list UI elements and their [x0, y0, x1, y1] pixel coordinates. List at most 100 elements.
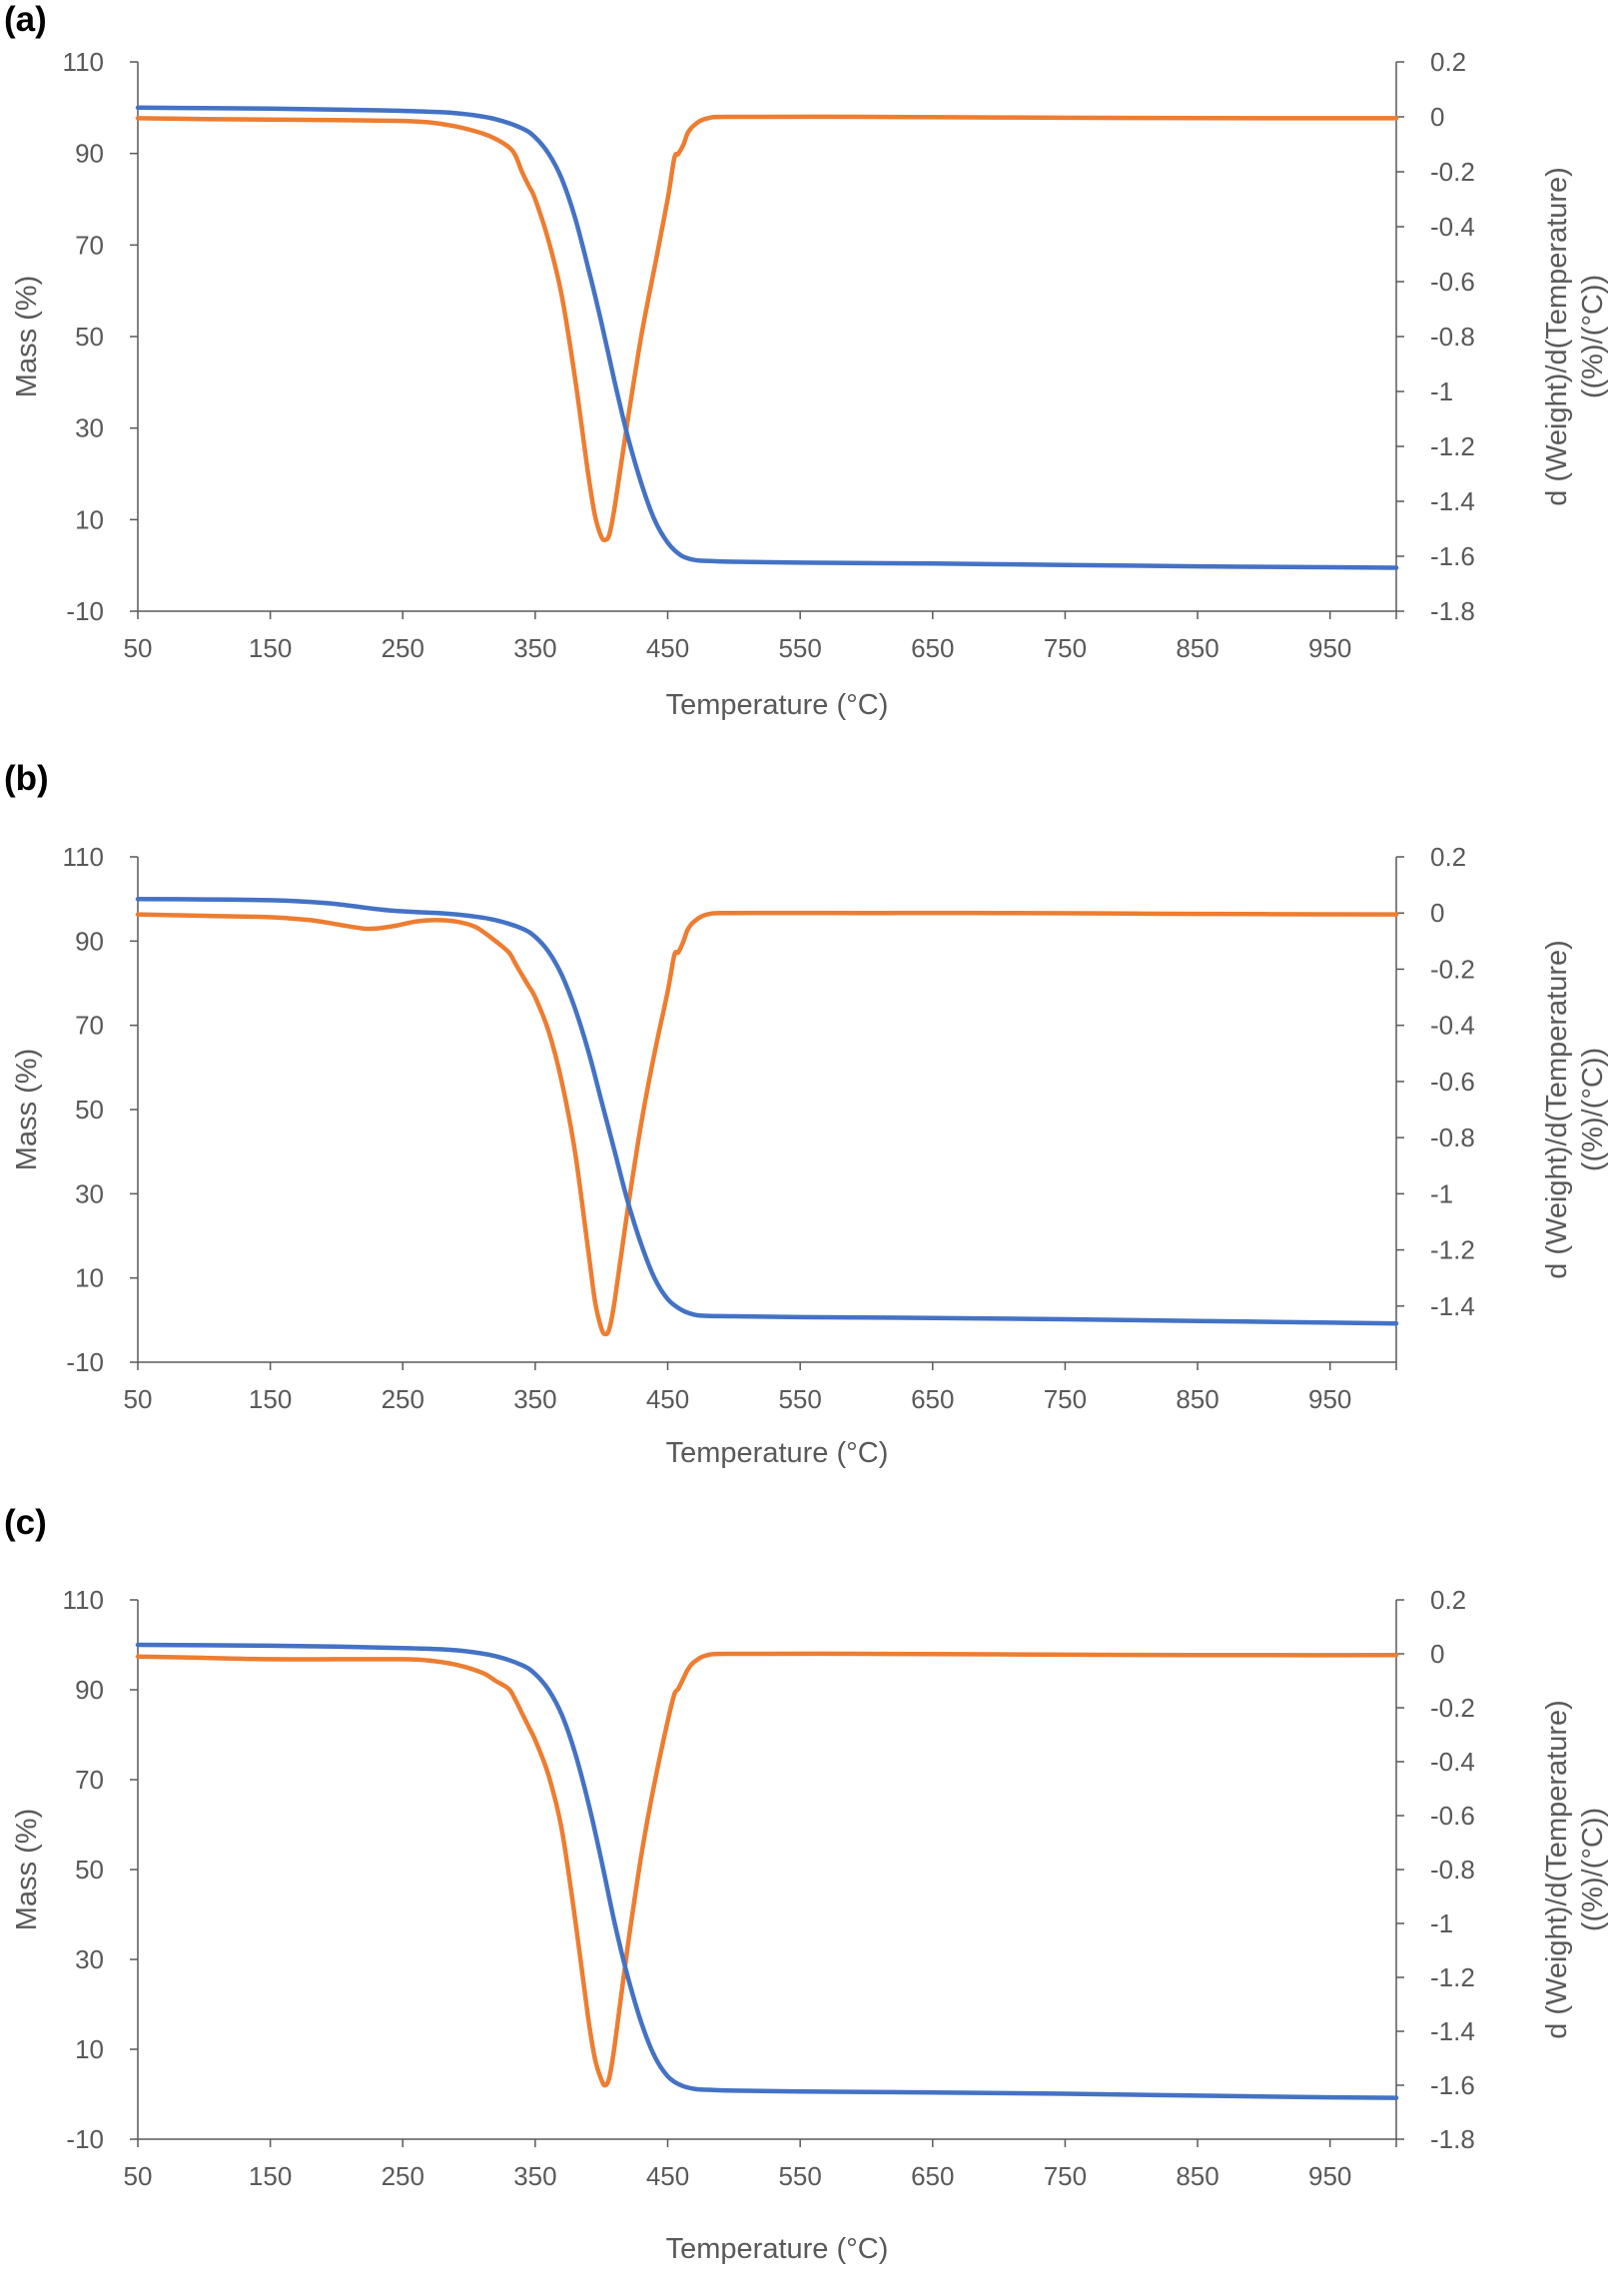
x-tick-label: 850: [1176, 1384, 1218, 1414]
y-axis-title: Mass (%): [11, 1809, 43, 1930]
y-tick-label: 110: [63, 47, 104, 77]
x-tick-label: 950: [1308, 1384, 1351, 1414]
y-axis-title: Mass (%): [11, 1049, 43, 1170]
y2-tick-label: -0.8: [1430, 1123, 1475, 1152]
y2-tick-label: -1.8: [1430, 2124, 1475, 2154]
y2-tick-label: -1.2: [1430, 1235, 1475, 1265]
y2-tick-label: -1.4: [1430, 1291, 1475, 1321]
y-tick-label: 30: [75, 1944, 104, 1974]
y2-tick-label: 0: [1430, 102, 1444, 132]
y2-tick-label: -1.4: [1430, 486, 1475, 516]
y-tick-label: 10: [75, 2034, 104, 2064]
y2-tick-label: -1: [1430, 1908, 1453, 1938]
y-tick-label: 90: [75, 139, 104, 169]
x-axis-title: Temperature (°C): [666, 689, 889, 721]
x-tick-label: 550: [778, 1384, 821, 1414]
chart-panel-c: (c) 50 150 250 350 450 550 650 750 850 950 110 90 70…: [0, 1503, 1624, 2281]
y-tick-label: -10: [66, 1347, 104, 1377]
panel-label: (b): [4, 759, 49, 798]
y-tick-label: 110: [63, 1585, 104, 1615]
x-tick-label: 750: [1044, 2161, 1087, 2191]
y-tick-label: 70: [75, 1765, 104, 1795]
y-tick-label: 90: [75, 926, 104, 956]
y2-tick-label: -0.6: [1430, 1067, 1475, 1097]
chart-panel-b: (b) 50 150 250 350 450 550 650 750 850 950 110 90 70…: [0, 759, 1624, 1488]
y2-tick-label: -1: [1430, 377, 1453, 406]
y2-tick-label: -0.6: [1430, 267, 1475, 297]
x-tick-label: 750: [1044, 1384, 1087, 1414]
y2-tick-label: 0.2: [1430, 842, 1466, 872]
y2-tick-label: -1.4: [1430, 2016, 1475, 2046]
y2-axis-title-line1: d (Weight)/d(Temperature): [1541, 940, 1573, 1279]
y-tick-label: 10: [75, 1263, 104, 1293]
x-tick-label: 850: [1176, 633, 1218, 663]
x-tick-label: 350: [513, 1384, 556, 1414]
x-tick-label: 250: [382, 633, 424, 663]
x-tick-label: 350: [513, 2161, 556, 2191]
series-line-mass: [135, 896, 1399, 1326]
x-tick-label: 850: [1176, 2161, 1218, 2191]
y2-axis-title-line1: d (Weight)/d(Temperature): [1541, 167, 1573, 506]
y2-tick-label: -1.8: [1430, 596, 1475, 626]
y-tick-label: 90: [75, 1675, 104, 1705]
x-tick-label: 150: [249, 2161, 292, 2191]
x-tick-label: 350: [513, 633, 556, 663]
x-tick-label: 950: [1308, 633, 1351, 663]
chart-a: 50 150 250 350 450 550 650 750 850 950 110 90 70 50 30…: [11, 47, 1609, 721]
x-axis-title: Temperature (°C): [666, 1437, 889, 1469]
y2-axis-title-line2: ((%)/(°C)): [1577, 275, 1609, 398]
x-tick-label: 150: [249, 1384, 292, 1414]
y2-tick-label: -1.6: [1430, 541, 1475, 571]
y2-tick-label: -0.4: [1430, 212, 1475, 242]
y2-tick-label: 0.2: [1430, 47, 1466, 77]
y2-tick-label: 0: [1430, 1639, 1444, 1669]
y-tick-label: -10: [66, 2124, 104, 2154]
x-axis-title: Temperature (°C): [666, 2233, 889, 2265]
y-tick-label: 30: [75, 413, 104, 443]
y2-axis-title-line1: d (Weight)/d(Temperature): [1541, 1700, 1573, 2039]
x-tick-label: 650: [911, 1384, 954, 1414]
y-tick-label: 30: [75, 1178, 104, 1208]
x-tick-label: 650: [911, 2161, 954, 2191]
y2-tick-label: -1.6: [1430, 2070, 1475, 2100]
y2-tick-label: -0.2: [1430, 954, 1475, 984]
y2-tick-label: -1.2: [1430, 1962, 1475, 1992]
y-tick-label: 50: [75, 1095, 104, 1125]
x-tick-label: 250: [382, 1384, 424, 1414]
x-tick-label: 450: [646, 1384, 689, 1414]
x-tick-label: 250: [382, 2161, 424, 2191]
chart-c: 50 150 250 350 450 550 650 750 850 950 110 90 70 50 30…: [11, 1585, 1609, 2265]
y-tick-label: 110: [63, 842, 104, 872]
panel-label: (a): [4, 0, 47, 39]
y-axis-title: Mass (%): [11, 276, 43, 397]
y2-tick-label: -0.4: [1430, 1747, 1475, 1777]
y2-axis-title-line2: ((%)/(°C)): [1577, 1048, 1609, 1171]
x-tick-label: 150: [249, 633, 292, 663]
x-tick-label: 750: [1044, 633, 1087, 663]
y2-tick-label: -0.8: [1430, 1855, 1475, 1885]
y2-tick-label: -1.2: [1430, 431, 1475, 461]
y2-tick-label: -0.2: [1430, 1693, 1475, 1723]
chart-b: 50 150 250 350 450 550 650 750 850 950 110 90 70 50 30…: [11, 842, 1609, 1469]
x-tick-label: 50: [124, 1384, 153, 1414]
panel-label: (c): [4, 1503, 47, 1542]
x-tick-label: 650: [911, 633, 954, 663]
x-tick-label: 950: [1308, 2161, 1351, 2191]
chart-panel-a: (a) 50 150 250 350 450 550 650 750 850 950 110 90 70…: [0, 0, 1624, 739]
x-tick-label: 450: [646, 2161, 689, 2191]
x-tick-label: 50: [124, 633, 153, 663]
y-tick-label: 70: [75, 1011, 104, 1041]
series-line-derivative: [135, 1651, 1399, 2088]
y2-tick-label: 0: [1430, 898, 1444, 928]
y2-tick-label: -0.6: [1430, 1801, 1475, 1831]
y2-tick-label: -0.4: [1430, 1011, 1475, 1041]
y-tick-label: 50: [75, 1855, 104, 1885]
y-tick-label: 50: [75, 322, 104, 352]
x-tick-label: 550: [778, 2161, 821, 2191]
y-tick-label: 10: [75, 504, 104, 534]
y-tick-label: -10: [66, 596, 104, 626]
y2-tick-label: -1: [1430, 1178, 1453, 1208]
y-tick-label: 70: [75, 230, 104, 260]
y2-axis-title-line2: ((%)/(°C)): [1577, 1808, 1609, 1931]
x-tick-label: 50: [124, 2161, 153, 2191]
